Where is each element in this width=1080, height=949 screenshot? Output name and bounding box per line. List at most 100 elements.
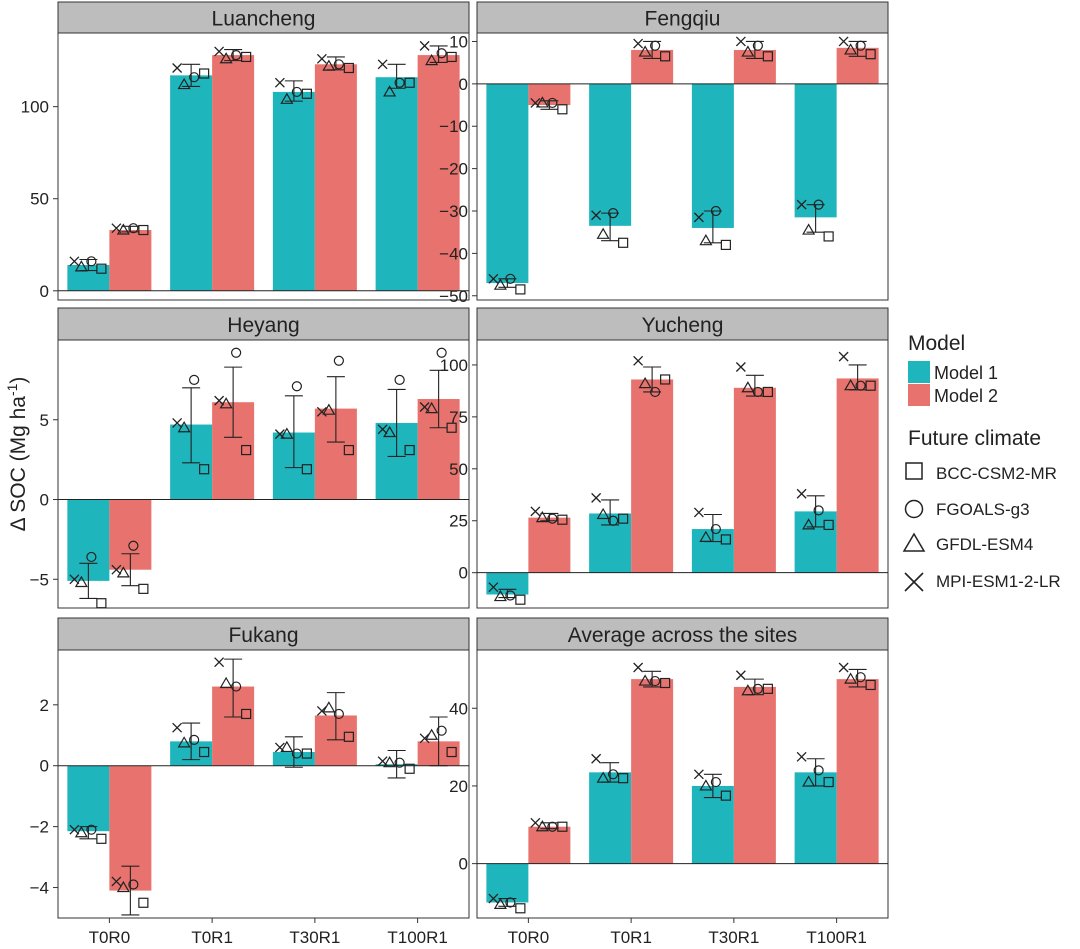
y-tick-label: 20	[449, 777, 468, 796]
panel-5: Average across the sites 0 20 40 T0R0 T0R1 T30…	[449, 617, 889, 947]
climate-point-square	[199, 464, 210, 475]
bar-model2-t0r0	[109, 230, 152, 291]
climate-point-circle	[855, 672, 866, 683]
climate-point-cross	[488, 273, 499, 284]
climate-point-triangle	[74, 260, 88, 272]
climate-point-cross	[488, 582, 499, 593]
climate-point-cross	[316, 406, 327, 417]
y-axis-title-main: Δ SOC (Mg ha	[7, 396, 30, 532]
climate-point-square	[762, 683, 773, 694]
climate-point-cross	[111, 223, 122, 234]
climate-point-triangle	[699, 779, 713, 791]
legend: Model Model 1 Model 2 Future climate BCC…	[902, 332, 1061, 592]
climate-point-triangle	[116, 566, 130, 578]
climate-point-triangle	[535, 820, 549, 832]
climate-point-square	[404, 763, 415, 774]
panel-title: Heyang	[227, 314, 299, 337]
climate-point-cross	[419, 402, 430, 412]
climate-point-circle	[710, 205, 721, 217]
climate-point-triangle	[493, 278, 507, 290]
climate-point-circle	[128, 540, 139, 551]
climate-point-circle	[608, 208, 619, 219]
y-tick-label: 0	[40, 491, 49, 510]
climate-point-cross	[172, 417, 183, 428]
climate-point-cross	[69, 824, 80, 835]
panel-title: Average across the sites	[568, 624, 798, 647]
y-tick-label: 10	[449, 32, 468, 51]
climate-point-circle	[394, 77, 405, 88]
climate-point-cross	[530, 506, 541, 517]
bar-model1-t30r1	[272, 91, 315, 291]
climate-point-circle	[608, 769, 619, 780]
climate-point-cross	[838, 351, 849, 362]
climate-point-circle	[436, 347, 447, 358]
climate-point-triangle	[280, 92, 294, 104]
climate-point-square	[618, 237, 629, 248]
climate-point-triangle	[383, 755, 397, 768]
climate-point-circle	[231, 347, 242, 358]
climate-point-square	[96, 598, 107, 609]
climate-point-circle	[291, 381, 302, 392]
climate-point-square	[515, 903, 526, 914]
climate-point-square	[720, 790, 731, 801]
climate-point-square	[138, 897, 149, 908]
x-tick-label: T30R1	[289, 928, 340, 947]
climate-point-circle	[650, 386, 661, 398]
climate-point-circle	[333, 708, 344, 720]
y-tick-label: −30	[439, 202, 468, 221]
climate-point-cross	[377, 424, 388, 435]
climate-point-circle	[291, 86, 302, 98]
panel-title: Yucheng	[642, 314, 724, 337]
climate-point-circle	[813, 505, 824, 516]
climate-point-triangle	[844, 672, 858, 684]
panel-3: Yucheng 0 25 50 75 100	[440, 307, 889, 609]
legend-square-icon	[905, 462, 923, 480]
climate-point-circle	[189, 72, 200, 83]
legend-climate-title: Future climate	[908, 427, 1041, 450]
bar-model2-t100r1	[836, 679, 879, 864]
y-tick-label: 0	[459, 855, 468, 874]
climate-point-cross	[111, 564, 122, 575]
climate-point-triangle	[116, 223, 130, 235]
y-tick-label: 0	[459, 75, 468, 94]
climate-point-circle	[436, 48, 447, 59]
climate-point-cross	[796, 488, 807, 499]
climate-point-circle	[505, 897, 516, 908]
climate-point-triangle	[219, 676, 233, 689]
climate-point-square	[660, 374, 671, 385]
legend-circle-icon	[904, 499, 924, 519]
climate-point-circle	[128, 223, 139, 234]
climate-point-circle	[86, 824, 97, 835]
panel-strip	[57, 307, 470, 341]
climate-point-triangle	[493, 897, 507, 910]
climate-point-square	[865, 380, 876, 391]
y-tick-label: 75	[449, 408, 468, 427]
climate-point-circle	[333, 59, 344, 70]
climate-point-cross	[316, 53, 327, 64]
climate-point-circle	[855, 380, 866, 391]
bar-model1-t0r0	[486, 863, 529, 903]
climate-point-square	[618, 513, 629, 524]
bar-model2-t100r1	[417, 55, 460, 291]
y-tick-label: 0	[40, 282, 49, 301]
y-axis-title-close: )	[7, 377, 30, 384]
y-tick-label: −20	[439, 160, 468, 179]
climate-point-cross	[591, 753, 602, 764]
climate-point-square	[660, 677, 671, 689]
panel-title: Fukang	[228, 624, 298, 647]
climate-point-square	[96, 263, 107, 274]
climate-point-cross	[530, 817, 541, 828]
bar-model1-t0r0	[486, 572, 529, 595]
climate-point-cross	[633, 355, 644, 366]
climate-point-circle	[505, 273, 516, 284]
climate-point-triangle	[219, 397, 233, 409]
climate-point-circle	[813, 765, 824, 776]
climate-point-square	[618, 773, 629, 784]
panel-strip	[476, 617, 889, 651]
climate-point-triangle	[802, 518, 816, 530]
bar-model2-t30r1	[733, 686, 776, 864]
panel-strip	[57, 1, 470, 34]
climate-point-circle	[547, 97, 558, 109]
bar-model2-t30r1	[733, 387, 776, 573]
